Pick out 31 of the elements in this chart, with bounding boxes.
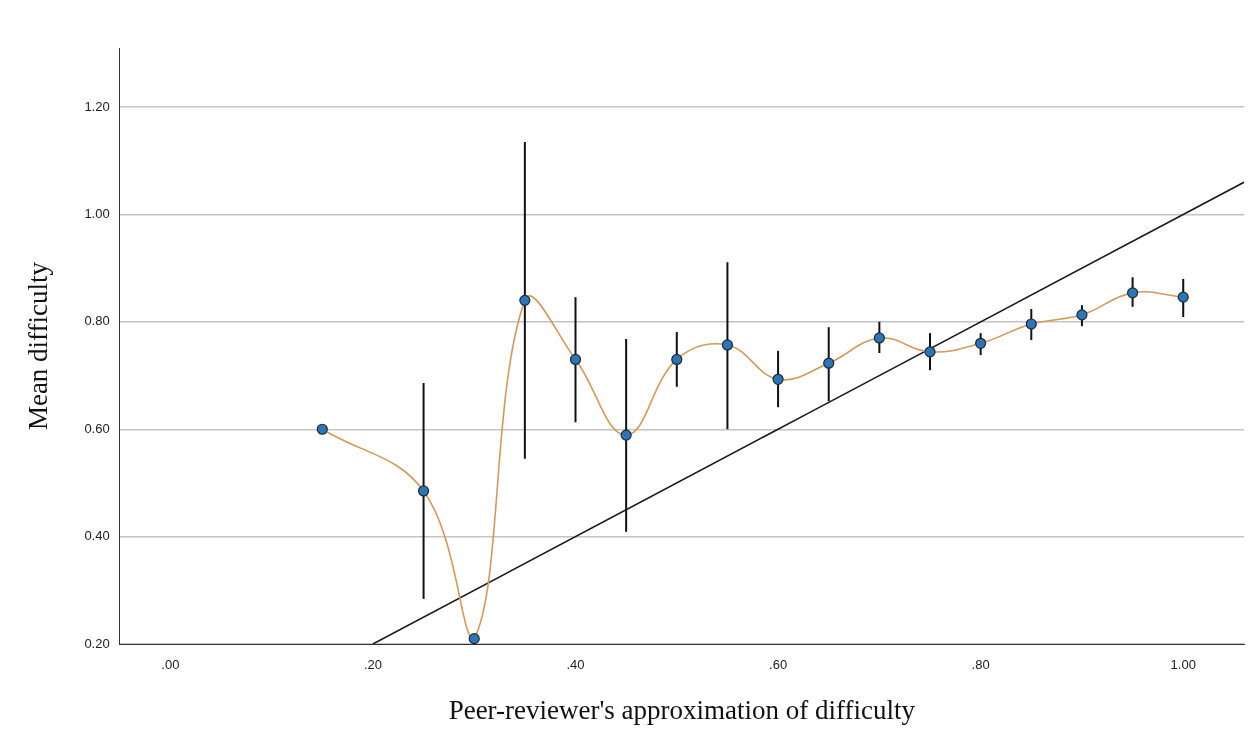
x-tick-label: 1.00: [1170, 657, 1196, 673]
point: [975, 337, 987, 349]
x-tick-label: .20: [363, 657, 382, 673]
y-tick-label: 1.20: [84, 98, 110, 114]
point: [1126, 287, 1139, 299]
point: [417, 485, 430, 497]
y-axis-title: Mean difficulty: [23, 261, 54, 431]
point: [1076, 309, 1088, 321]
point: [1025, 318, 1037, 330]
y-tick-label: 0.60: [84, 420, 110, 436]
x-tick-label: .00: [161, 657, 180, 673]
point: [569, 353, 582, 366]
point: [316, 423, 328, 435]
point: [671, 353, 683, 366]
point: [721, 339, 734, 351]
x-axis-title: Peer-reviewer's approximation of difficulty: [448, 694, 916, 725]
point: [873, 332, 885, 344]
y-tick-label: 0.40: [84, 528, 110, 544]
point: [468, 633, 480, 644]
x-tick-label: .60: [769, 657, 788, 673]
point: [519, 294, 531, 306]
point: [772, 373, 784, 385]
y-tick-label: 1.00: [84, 206, 110, 222]
point: [924, 346, 936, 358]
point: [823, 357, 835, 369]
y-tick-label: 0.80: [84, 313, 110, 329]
point: [1177, 291, 1189, 303]
y-tick-label: 0.20: [84, 635, 110, 651]
point: [620, 429, 632, 441]
x-tick-label: .80: [971, 657, 990, 673]
x-tick-label: .40: [566, 657, 585, 673]
